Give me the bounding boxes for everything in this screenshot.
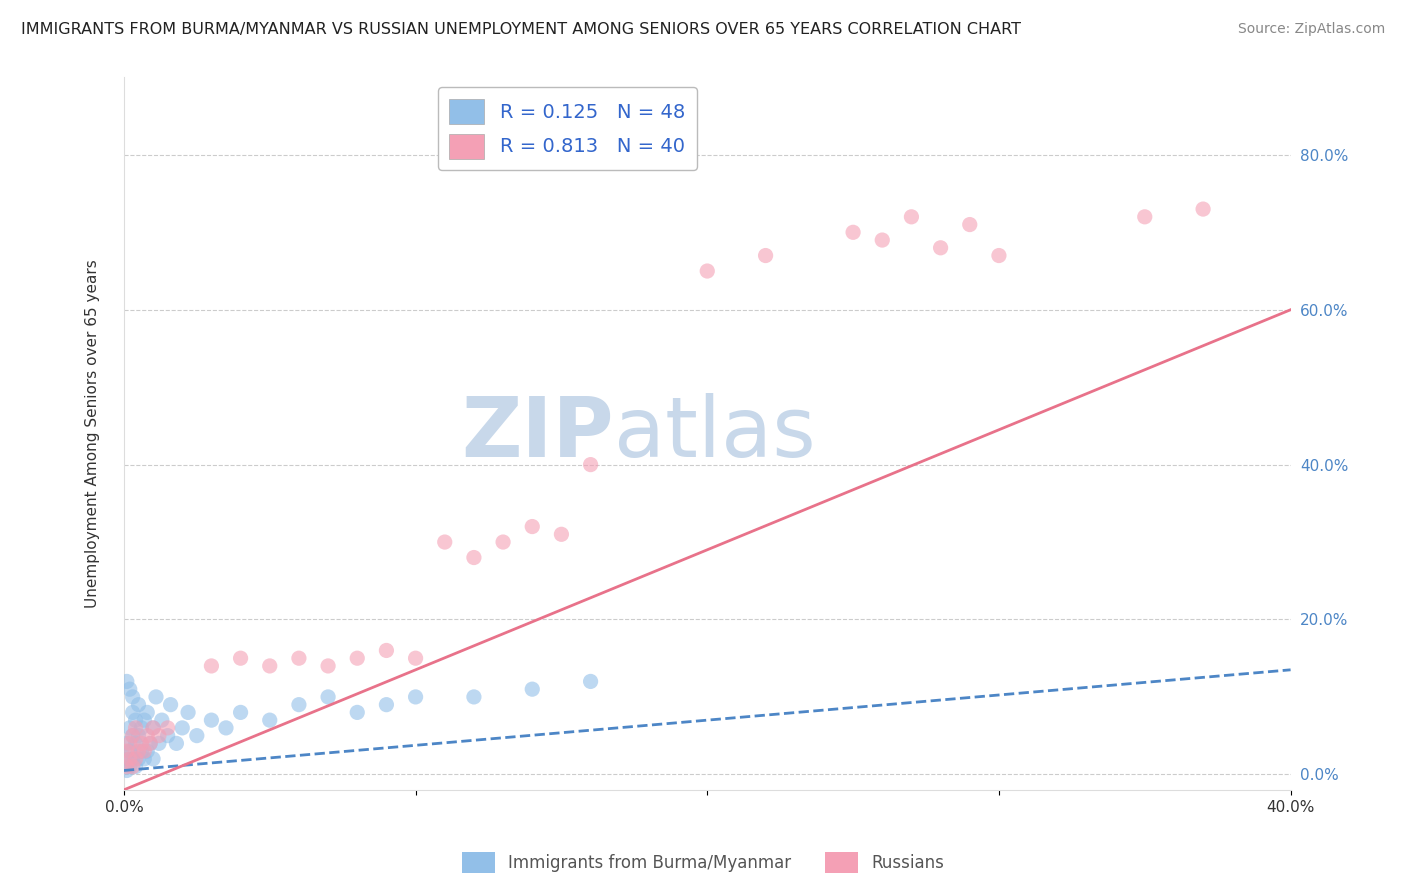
- Point: [150, 713, 173, 727]
- Point: [463, 690, 485, 704]
- Point: [131, 744, 153, 758]
- Point: [128, 752, 150, 766]
- Point: [346, 706, 368, 720]
- Point: [121, 706, 143, 720]
- Point: [115, 736, 138, 750]
- Point: [229, 651, 252, 665]
- Point: [200, 713, 222, 727]
- Point: [522, 519, 544, 533]
- Point: [842, 225, 865, 239]
- Point: [316, 690, 339, 704]
- Legend: R = 0.125   N = 48, R = 0.813   N = 40: R = 0.125 N = 48, R = 0.813 N = 40: [437, 87, 697, 170]
- Point: [118, 682, 141, 697]
- Point: [579, 458, 602, 472]
- Point: [124, 736, 146, 750]
- Point: [118, 736, 141, 750]
- Point: [118, 752, 141, 766]
- Point: [550, 527, 572, 541]
- Point: [987, 248, 1010, 262]
- Point: [463, 550, 485, 565]
- Point: [1133, 210, 1156, 224]
- Point: [156, 729, 179, 743]
- Point: [121, 729, 143, 743]
- Point: [229, 706, 252, 720]
- Point: [200, 659, 222, 673]
- Point: [870, 233, 893, 247]
- Point: [522, 682, 544, 697]
- Point: [172, 721, 194, 735]
- Point: [316, 659, 339, 673]
- Point: [128, 729, 150, 743]
- Point: [259, 659, 281, 673]
- Point: [142, 721, 165, 735]
- Point: [156, 721, 179, 735]
- Text: atlas: atlas: [614, 393, 815, 475]
- Point: [755, 248, 778, 262]
- Point: [115, 759, 138, 773]
- Point: [148, 736, 170, 750]
- Text: ZIP: ZIP: [461, 393, 614, 475]
- Point: [346, 651, 368, 665]
- Point: [134, 752, 156, 766]
- Point: [124, 713, 146, 727]
- Point: [134, 713, 156, 727]
- Point: [128, 744, 150, 758]
- Point: [118, 759, 141, 773]
- Point: [118, 744, 141, 758]
- Point: [375, 643, 398, 657]
- Point: [118, 721, 141, 735]
- Point: [139, 736, 162, 750]
- Point: [134, 744, 156, 758]
- Point: [145, 690, 167, 704]
- Point: [121, 759, 143, 773]
- Point: [375, 698, 398, 712]
- Point: [959, 218, 981, 232]
- Point: [696, 264, 718, 278]
- Point: [215, 721, 238, 735]
- Point: [492, 535, 515, 549]
- Point: [115, 674, 138, 689]
- Point: [131, 721, 153, 735]
- Point: [177, 706, 200, 720]
- Point: [405, 651, 427, 665]
- Point: [121, 690, 143, 704]
- Point: [186, 729, 208, 743]
- Text: IMMIGRANTS FROM BURMA/MYANMAR VS RUSSIAN UNEMPLOYMENT AMONG SENIORS OVER 65 YEAR: IMMIGRANTS FROM BURMA/MYANMAR VS RUSSIAN…: [21, 22, 1021, 37]
- Point: [115, 744, 138, 758]
- Point: [1192, 202, 1215, 216]
- Point: [288, 651, 311, 665]
- Legend: Immigrants from Burma/Myanmar, Russians: Immigrants from Burma/Myanmar, Russians: [456, 846, 950, 880]
- Point: [136, 706, 159, 720]
- Point: [128, 698, 150, 712]
- Point: [124, 752, 146, 766]
- Point: [124, 759, 146, 773]
- Point: [131, 736, 153, 750]
- Point: [121, 752, 143, 766]
- Point: [139, 736, 162, 750]
- Point: [165, 736, 187, 750]
- Y-axis label: Unemployment Among Seniors over 65 years: Unemployment Among Seniors over 65 years: [86, 260, 100, 608]
- Text: Source: ZipAtlas.com: Source: ZipAtlas.com: [1237, 22, 1385, 37]
- Point: [121, 729, 143, 743]
- Point: [142, 721, 165, 735]
- Point: [124, 721, 146, 735]
- Point: [929, 241, 952, 255]
- Point: [405, 690, 427, 704]
- Point: [115, 764, 138, 778]
- Point: [115, 752, 138, 766]
- Point: [148, 729, 170, 743]
- Point: [259, 713, 281, 727]
- Point: [136, 744, 159, 758]
- Point: [433, 535, 456, 549]
- Point: [900, 210, 922, 224]
- Point: [159, 698, 181, 712]
- Point: [288, 698, 311, 712]
- Point: [579, 674, 602, 689]
- Point: [142, 752, 165, 766]
- Point: [136, 729, 159, 743]
